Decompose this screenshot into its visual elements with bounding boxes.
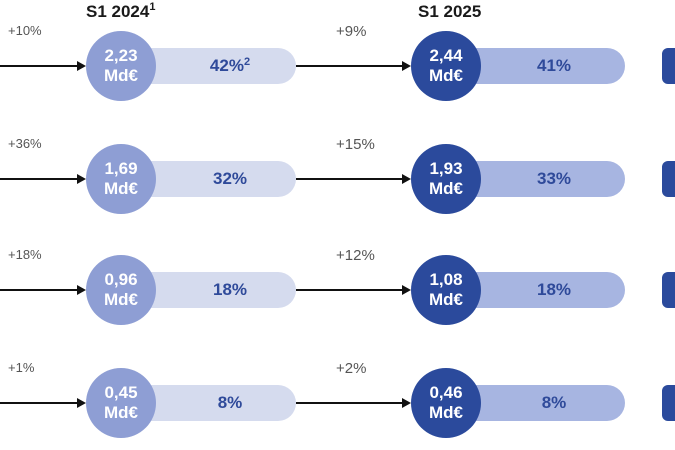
value-circle-2025: 0,46 Md€ (411, 368, 481, 438)
share-value-2025: 8% (541, 393, 567, 412)
arrow-right-icon (0, 174, 86, 184)
share-value-2024: 18% (212, 280, 248, 299)
metric-row: +36% 32% 1,69 Md€ +15% 33% 1,93 Md€ (0, 136, 675, 214)
arrow-right-icon (296, 285, 411, 295)
arrow-right-icon (296, 61, 411, 71)
unit-2024: Md€ (104, 290, 138, 309)
unit-2025: Md€ (429, 290, 463, 309)
metric-row: +10% 42%2 2,23 Md€ +9% 41% 2,44 Md€ (0, 23, 675, 101)
growth-label-yoy: +2% (336, 360, 367, 377)
growth-label-prior: +1% (8, 360, 35, 375)
value-circle-2025: 1,93 Md€ (411, 144, 481, 214)
unit-2025: Md€ (429, 403, 463, 422)
value-circle-2024: 1,69 Md€ (86, 144, 156, 214)
cropped-side-box (662, 161, 675, 197)
value-circle-2025: 2,44 Md€ (411, 31, 481, 101)
share-value-2025: 41% (536, 56, 572, 75)
metric-row: +1% 8% 0,45 Md€ +2% 8% 0,46 Md€ (0, 360, 675, 438)
growth-label-prior: +18% (8, 247, 42, 262)
growth-label-prior: +10% (8, 23, 42, 38)
value-circle-2024: 0,96 Md€ (86, 255, 156, 325)
value-2024: 0,45 (104, 383, 138, 402)
column-header-s1-2025: S1 2025 (418, 2, 481, 22)
share-value-2025: 33% (536, 169, 572, 188)
arrow-right-icon (0, 398, 86, 408)
cropped-side-box (662, 48, 675, 84)
share-2024-text: 42% (209, 56, 244, 75)
arrow-right-icon (296, 174, 411, 184)
arrow-right-icon (0, 61, 86, 71)
growth-label-yoy: +12% (336, 247, 375, 264)
share-value-2024: 42%2 (188, 48, 272, 84)
unit-2025: Md€ (429, 66, 463, 85)
value-2025: 1,08 (429, 270, 463, 289)
header-period-1: S1 2024 (86, 2, 150, 21)
value-2024: 0,96 (104, 270, 138, 289)
share-2024-footnote: 2 (243, 56, 251, 68)
unit-2024: Md€ (104, 179, 138, 198)
header-period-2: S1 2025 (418, 2, 482, 21)
value-2024: 2,23 (104, 46, 138, 65)
value-2025: 1,93 (429, 159, 463, 178)
value-2025: 0,46 (429, 383, 463, 402)
share-value-2024: 32% (212, 169, 248, 188)
unit-2025: Md€ (429, 179, 463, 198)
growth-label-yoy: +15% (336, 136, 375, 153)
share-value-2024: 8% (217, 393, 243, 412)
value-2025: 2,44 (429, 46, 463, 65)
metric-row: +18% 18% 0,96 Md€ +12% 18% 1,08 Md€ (0, 247, 675, 325)
share-value-2025: 18% (536, 280, 572, 299)
arrow-right-icon (0, 285, 86, 295)
value-circle-2025: 1,08 Md€ (411, 255, 481, 325)
arrow-right-icon (296, 398, 411, 408)
value-circle-2024: 2,23 Md€ (86, 31, 156, 101)
header-period-1-footnote: 1 (149, 1, 156, 13)
growth-label-prior: +36% (8, 136, 42, 151)
value-2024: 1,69 (104, 159, 138, 178)
column-header-s1-2024: S1 20241 (86, 1, 156, 22)
unit-2024: Md€ (104, 66, 138, 85)
unit-2024: Md€ (104, 403, 138, 422)
cropped-side-box (662, 385, 675, 421)
growth-label-yoy: +9% (336, 23, 367, 40)
cropped-side-box (662, 272, 675, 308)
value-circle-2024: 0,45 Md€ (86, 368, 156, 438)
